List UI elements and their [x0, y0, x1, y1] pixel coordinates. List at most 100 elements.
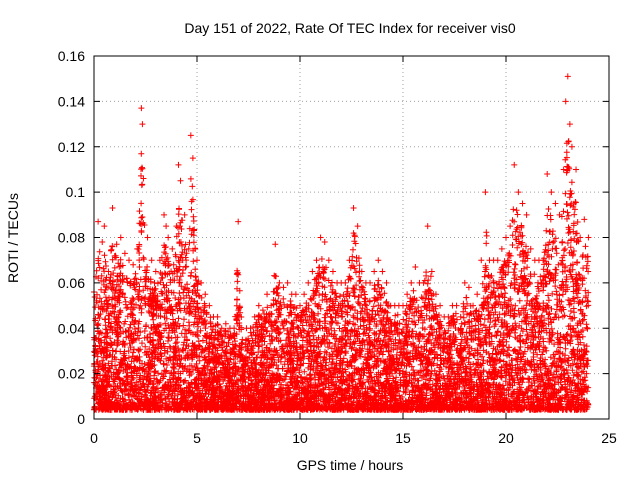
data-point	[562, 98, 569, 105]
data-point	[161, 211, 168, 218]
data-point	[214, 313, 221, 320]
y-tick-label: 0	[77, 411, 85, 427]
y-tick-label: 0.16	[58, 48, 85, 64]
data-point	[494, 257, 501, 264]
y-tick-label: 0.14	[58, 93, 85, 109]
data-point	[511, 161, 518, 168]
data-point	[255, 302, 262, 309]
data-point	[428, 268, 435, 275]
data-point	[138, 105, 145, 112]
data-point	[194, 257, 200, 264]
data-point	[371, 268, 378, 275]
data-point	[181, 211, 188, 218]
data-point	[329, 268, 336, 275]
data-point	[465, 284, 472, 291]
data-point	[121, 250, 128, 257]
data-point	[187, 132, 194, 139]
data-point	[95, 218, 102, 225]
data-point	[566, 121, 573, 128]
data-point	[375, 257, 382, 264]
data-point	[99, 239, 106, 246]
data-point	[408, 279, 415, 286]
data-point	[113, 241, 120, 248]
data-point	[515, 189, 522, 196]
data-point	[383, 279, 390, 286]
data-point	[523, 211, 530, 218]
data-point	[478, 257, 485, 264]
data-point	[189, 155, 196, 162]
data-point	[297, 302, 303, 309]
y-tick-label: 0.12	[58, 139, 85, 155]
data-point	[309, 268, 316, 275]
data-point	[272, 241, 279, 248]
data-point	[453, 302, 460, 309]
data-point	[101, 223, 108, 230]
data-point	[276, 279, 283, 286]
data-point	[482, 189, 489, 196]
data-point	[461, 279, 468, 286]
data-point	[163, 223, 170, 230]
data-point	[175, 161, 182, 168]
data-point	[404, 291, 411, 298]
data-point	[144, 234, 151, 241]
data-point	[445, 313, 452, 320]
y-tick-label: 0.02	[58, 366, 85, 382]
data-point	[284, 279, 291, 286]
chart-title: Day 151 of 2022, Rate Of TEC Index for r…	[184, 20, 515, 36]
data-point	[259, 307, 266, 314]
data-point	[424, 223, 431, 230]
data-point	[117, 234, 124, 241]
x-tick-label: 15	[395, 430, 411, 446]
data-point	[148, 257, 155, 264]
data-point	[126, 257, 133, 264]
data-point	[152, 268, 159, 275]
data-point	[185, 245, 192, 252]
data-point	[264, 291, 271, 298]
data-point	[498, 245, 505, 252]
y-axis-label: ROTI / TECUs	[5, 193, 21, 283]
data-point	[585, 234, 592, 241]
data-point	[292, 291, 299, 298]
x-tick-label: 5	[193, 430, 201, 446]
data-point	[507, 223, 514, 230]
data-point	[354, 223, 361, 230]
data-point-cloud	[91, 138, 592, 413]
data-point	[305, 279, 312, 286]
data-point	[560, 166, 567, 173]
data-point	[235, 218, 242, 225]
data-point	[503, 234, 509, 241]
data-points	[91, 73, 592, 413]
x-tick-label: 0	[90, 430, 98, 446]
x-axis-label: GPS time / hours	[297, 457, 404, 473]
data-point	[564, 73, 571, 80]
data-point	[325, 257, 332, 264]
data-point	[350, 205, 357, 212]
y-tick-label: 0.08	[58, 230, 85, 246]
data-point	[457, 313, 464, 320]
data-point	[367, 279, 374, 286]
x-tick-label: 20	[498, 430, 514, 446]
data-point	[202, 291, 209, 298]
data-point	[412, 263, 419, 270]
data-point	[317, 234, 324, 241]
data-point	[301, 291, 308, 298]
data-point	[313, 257, 320, 264]
data-point	[573, 166, 580, 173]
data-point	[474, 291, 481, 298]
y-tick-label: 0.04	[58, 320, 85, 336]
data-point	[280, 284, 287, 291]
data-point	[139, 121, 146, 128]
data-point	[222, 320, 229, 327]
data-point	[177, 177, 184, 184]
data-point	[577, 234, 584, 241]
axis-ticks: 0 5 10 15 20 25 0 0.02 0.04 0.06 0.08 0.1 0.12 0.14 0.…	[58, 48, 617, 446]
data-point	[519, 200, 526, 207]
grid-lines	[94, 56, 609, 419]
data-point	[130, 261, 137, 268]
y-tick-label: 0.1	[66, 184, 86, 200]
data-point	[165, 234, 172, 241]
data-point	[169, 245, 176, 252]
data-point	[109, 205, 116, 212]
data-point	[581, 216, 588, 223]
